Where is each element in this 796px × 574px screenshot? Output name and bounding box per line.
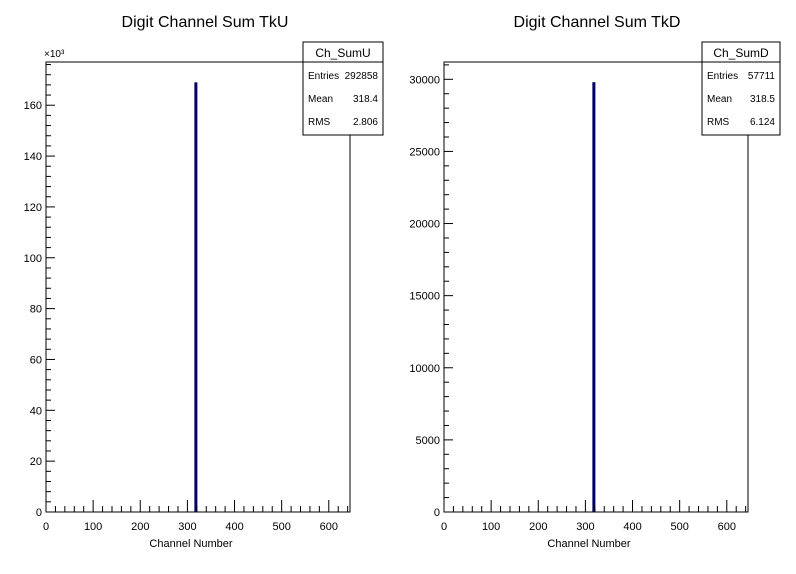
- y-tick-label: 40: [30, 405, 42, 417]
- stats-box-name: Ch_SumD: [713, 46, 769, 60]
- stats-value: 318.4: [353, 94, 378, 105]
- x-tick-label: 100: [84, 521, 102, 533]
- y-tick-label: 15000: [409, 291, 440, 303]
- x-tick-label: 600: [320, 521, 338, 533]
- histogram-bar: [194, 82, 198, 512]
- stats-box: Ch_SumD Entries 57711 Mean 318.5 RMS 6.124: [701, 41, 781, 136]
- y-tick-label: 20000: [409, 219, 440, 231]
- stats-label: Entries: [707, 71, 738, 82]
- histogram-panel-tkd: Digit Channel Sum TkD 0 100 200 300 400 500 600…: [409, 14, 781, 550]
- x-tick-label: 400: [225, 521, 243, 533]
- stats-label: Mean: [707, 94, 732, 105]
- stats-box-frame: [701, 41, 781, 136]
- x-tick-label: 300: [576, 521, 594, 533]
- y-tick-label: 0: [36, 507, 42, 519]
- x-tick-label: 600: [718, 521, 736, 533]
- y-tick-label: 160: [24, 100, 42, 112]
- stats-value: 57711: [748, 71, 776, 82]
- y-tick-label: 10000: [409, 363, 440, 375]
- x-tick-label: 300: [178, 521, 196, 533]
- chart-title: Digit Channel Sum TkD: [514, 14, 681, 31]
- x-tick-label: 500: [272, 521, 290, 533]
- x-tick-label: 0: [43, 521, 49, 533]
- stats-box-name: Ch_SumU: [315, 46, 370, 60]
- histogram-bar: [592, 82, 596, 512]
- y-tick-label: 120: [24, 202, 42, 214]
- stats-value: 292858: [345, 71, 379, 82]
- stats-value: 6.124: [750, 117, 775, 128]
- stats-label: RMS: [308, 117, 331, 128]
- chart-title: Digit Channel Sum TkU: [122, 14, 289, 31]
- stats-box: Ch_SumU Entries 292858 Mean 318.4 RMS 2.806: [302, 41, 384, 136]
- y-scale-label: ×10³: [44, 49, 65, 60]
- x-tick-label: 100: [482, 521, 500, 533]
- x-tick-label: 200: [131, 521, 149, 533]
- stats-label: Mean: [308, 94, 333, 105]
- y-tick-label: 30000: [409, 74, 440, 86]
- x-axis-label: Channel Number: [149, 538, 232, 550]
- y-tick-label: 25000: [409, 146, 440, 158]
- y-tick-label: 5000: [416, 435, 440, 447]
- plot-frame: [443, 61, 749, 513]
- x-axis-label: Channel Number: [547, 538, 630, 550]
- y-tick-label: 60: [30, 354, 42, 366]
- y-tick-label: 140: [24, 151, 42, 163]
- x-tick-label: 200: [529, 521, 547, 533]
- stats-value: 2.806: [353, 117, 378, 128]
- stats-value: 318.5: [750, 94, 775, 105]
- y-tick-label: 20: [30, 456, 42, 468]
- stats-label: RMS: [707, 117, 730, 128]
- stats-label: Entries: [308, 71, 339, 82]
- y-tick-label: 0: [434, 507, 440, 519]
- stats-box-frame: [302, 41, 384, 136]
- x-tick-label: 0: [441, 521, 447, 533]
- x-tick-label: 500: [670, 521, 688, 533]
- x-tick-label: 400: [623, 521, 641, 533]
- plot-frame: [45, 61, 351, 513]
- y-tick-label: 100: [24, 253, 42, 265]
- y-tick-label: 80: [30, 304, 42, 316]
